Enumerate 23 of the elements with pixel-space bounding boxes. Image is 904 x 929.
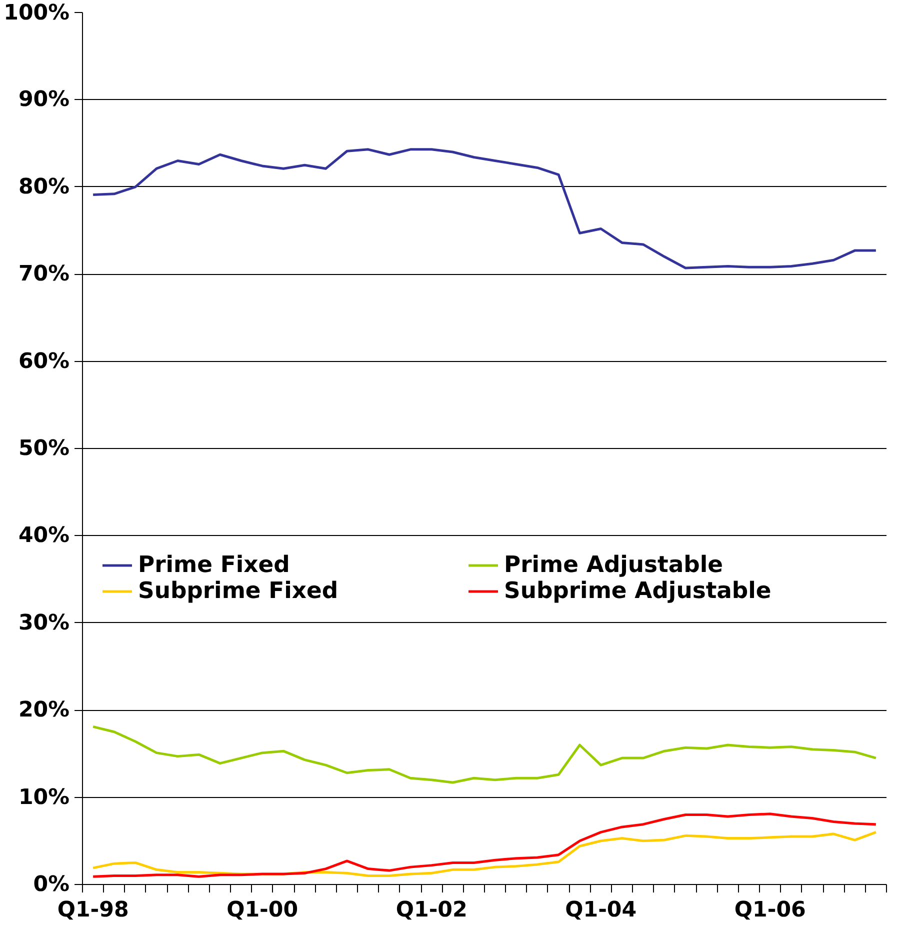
line-series (92, 725, 878, 784)
line-series (92, 812, 878, 878)
x-tick-label: Q1-04 (565, 898, 637, 922)
x-tick-label: Q1-06 (734, 898, 806, 922)
legend-label: Prime Fixed (138, 552, 291, 578)
y-tick-label: 70% (18, 262, 70, 287)
y-tick-label: 90% (18, 87, 70, 112)
y-tick-label: 100% (4, 0, 70, 26)
y-tick-label: 20% (18, 698, 70, 723)
x-tick-label: Q1-02 (396, 898, 468, 922)
y-tick-label: 40% (18, 523, 70, 548)
x-tick-label: Q1-98 (57, 898, 129, 922)
legend-label: Subprime Adjustable (504, 578, 772, 604)
y-tick-label: 50% (18, 436, 70, 461)
y-tick-label: 10% (18, 784, 70, 810)
y-tick-label: 0% (33, 872, 70, 897)
x-tick-label: Q1-00 (226, 898, 298, 922)
y-tick-label: 80% (18, 174, 70, 200)
y-tick-label: 30% (18, 610, 70, 636)
line-series (92, 148, 878, 270)
y-tick-label: 60% (18, 348, 70, 374)
legend-label: Prime Adjustable (504, 552, 724, 578)
legend-label: Subprime Fixed (138, 578, 340, 604)
